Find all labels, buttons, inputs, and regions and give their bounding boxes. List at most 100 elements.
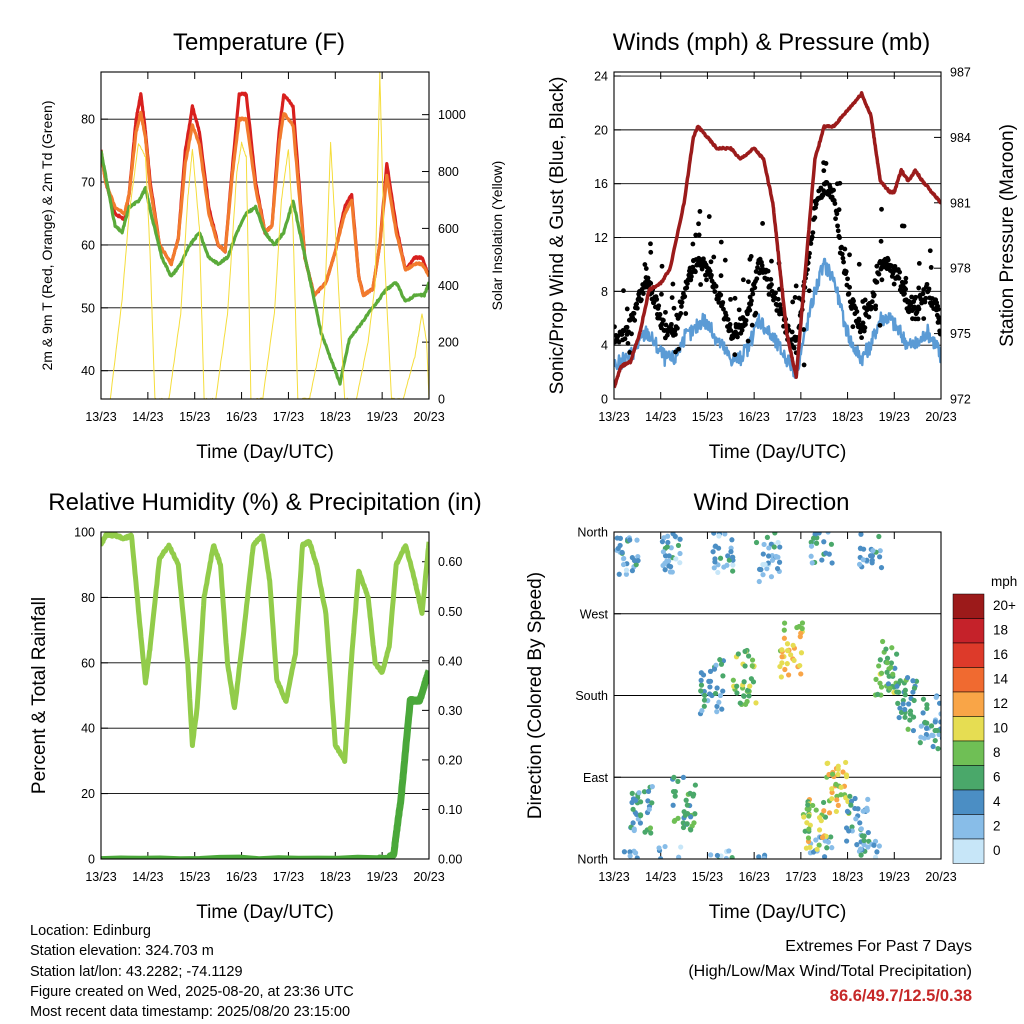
direction-point (636, 790, 642, 796)
x-tick-label: 15/23 (692, 870, 723, 884)
direction-point (756, 578, 762, 585)
direction-point (633, 797, 639, 804)
direction-point (699, 708, 705, 714)
direction-point (878, 684, 885, 690)
gust-point (711, 254, 717, 260)
direction-point (883, 646, 889, 652)
gust-point (874, 279, 880, 285)
gust-point (769, 258, 774, 264)
y2-tick-label: 0.60 (438, 555, 462, 569)
gust-point (718, 292, 724, 298)
direction-point (816, 815, 823, 821)
y2-tick-label: 987 (950, 66, 971, 80)
legend-label: 20+ (993, 598, 1016, 613)
direction-point (638, 799, 644, 805)
gust-point (672, 332, 678, 337)
x-tick-label: 18/23 (832, 410, 863, 424)
gust-point (879, 206, 884, 212)
direction-point (749, 657, 756, 663)
gust-point (882, 262, 888, 268)
plot-frame (613, 531, 942, 860)
plot-area (101, 532, 429, 859)
gust-point (938, 329, 941, 335)
direction-point (715, 569, 721, 576)
gust-point (685, 281, 690, 286)
gust-point (926, 286, 932, 292)
direction-point (829, 786, 835, 792)
direction-point (871, 842, 877, 848)
gust-point (793, 283, 799, 289)
direction-point (895, 700, 901, 706)
direction-point (735, 651, 741, 657)
direction-point (698, 688, 704, 694)
y2-tick-label: 0.10 (438, 803, 462, 817)
direction-point (810, 802, 816, 809)
direction-point (726, 848, 732, 854)
gust-point (903, 275, 909, 281)
gust-point (902, 291, 907, 297)
direction-point (838, 792, 844, 798)
x-tick-label: 15/23 (692, 410, 723, 424)
series-line (101, 532, 429, 764)
direction-point (659, 539, 666, 545)
direction-point (645, 798, 651, 804)
gust-point (657, 311, 663, 317)
direction-point (632, 850, 639, 856)
direction-point (932, 719, 938, 725)
legend-label: 0 (993, 843, 1001, 858)
direction-point (936, 731, 941, 738)
direction-point (907, 717, 913, 723)
direction-point (848, 802, 854, 808)
direction-point (902, 692, 908, 698)
gust-point (921, 316, 927, 322)
direction-point (867, 553, 874, 559)
gust-point (850, 324, 856, 330)
gust-point (801, 362, 807, 368)
gust-point (645, 275, 651, 281)
direction-point (921, 735, 927, 741)
gust-point (708, 259, 714, 265)
direction-point (660, 549, 667, 555)
gust-point (614, 324, 617, 330)
direction-point (633, 562, 639, 568)
direction-point (824, 760, 830, 767)
gust-point (752, 285, 758, 291)
direction-point (877, 548, 883, 554)
gust-point (897, 269, 903, 275)
y-axis-label: Direction (Colored By Speed) (525, 572, 546, 819)
direction-point (878, 564, 885, 571)
gust-point (810, 230, 816, 235)
direction-point (758, 567, 764, 573)
x-tick-label: 20/23 (925, 410, 956, 424)
y-tick-label: 8 (601, 285, 608, 299)
legend-label: 10 (993, 721, 1008, 736)
gust-point (809, 234, 815, 240)
y2-tick-label: 972 (950, 393, 971, 407)
y-axis-label: 2m & 9m T (Red, Orange) & 2m Td (Green) (39, 101, 55, 371)
y2-tick-label: 0.00 (438, 853, 462, 867)
direction-point (725, 553, 731, 559)
direction-point (923, 725, 930, 731)
direction-point (701, 703, 707, 709)
direction-point (870, 547, 876, 554)
direction-point (877, 554, 883, 560)
direction-point (804, 806, 810, 812)
direction-point (855, 806, 861, 812)
direction-point (880, 638, 886, 645)
direction-point (764, 534, 770, 540)
direction-point (630, 820, 636, 826)
direction-point (933, 694, 939, 700)
direction-point (814, 846, 820, 852)
direction-point (634, 537, 640, 543)
direction-point (722, 532, 728, 537)
direction-point (631, 826, 637, 832)
x-tick-label: 15/23 (179, 870, 210, 884)
direction-point (786, 672, 792, 678)
y2-tick-label: 0.20 (438, 753, 462, 767)
gust-point (655, 315, 661, 321)
direction-point (707, 678, 714, 684)
direction-point (858, 846, 864, 852)
direction-point (824, 845, 830, 851)
y2-tick-label: 984 (950, 131, 971, 145)
